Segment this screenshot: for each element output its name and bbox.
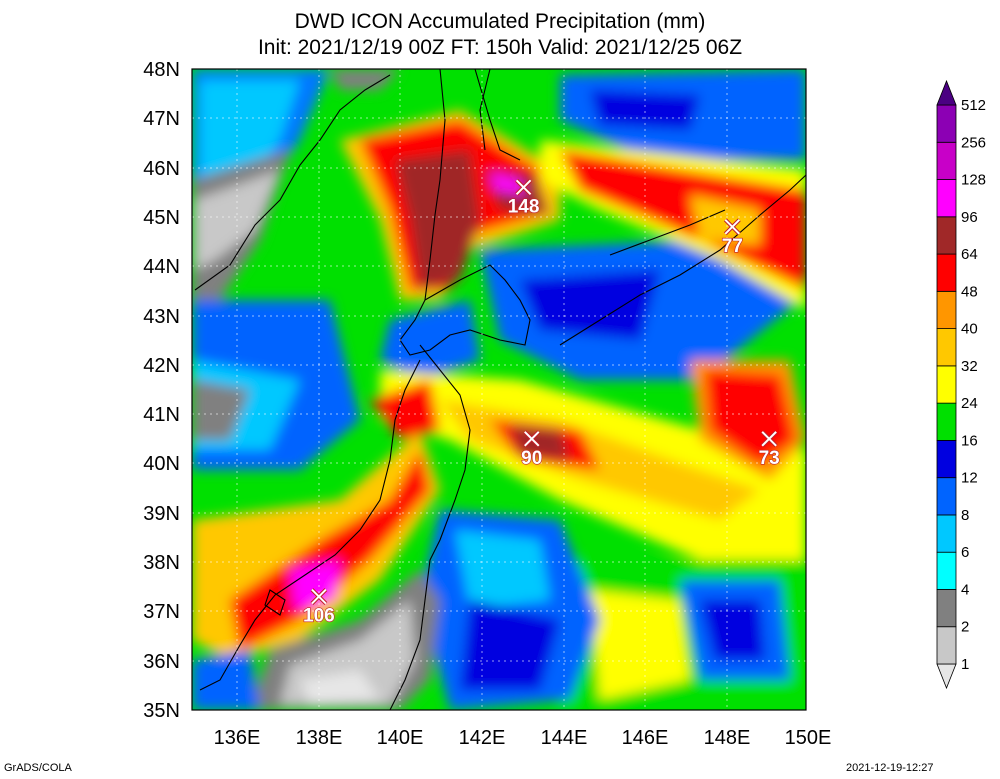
lat-label: 43N: [143, 306, 180, 328]
lon-label: 148E: [704, 727, 751, 749]
cross-icon: [311, 588, 327, 605]
maximum-marker: 77: [721, 218, 743, 257]
lat-label: 42N: [143, 355, 180, 377]
colorbar-swatch: [936, 402, 957, 441]
lon-label: 142E: [459, 727, 506, 749]
lat-axis: 48N 47N 46N 45N 44N 43N 42N 41N 40N 39N …: [143, 59, 180, 722]
colorbar-label: 40: [961, 321, 978, 338]
colorbar-label: 48: [961, 283, 978, 300]
footer-timestamp: 2021-12-19-12:27: [846, 762, 934, 774]
maximum-value: 73: [759, 448, 780, 469]
lat-label: 37N: [143, 601, 180, 623]
lat-label: 46N: [143, 158, 180, 180]
lat-label: 48N: [143, 59, 180, 81]
maximum-marker: 106: [302, 588, 335, 627]
colorbar-swatch: [936, 179, 957, 218]
lat-label: 39N: [143, 503, 180, 525]
lon-label: 150E: [785, 727, 832, 749]
maximum-value: 90: [521, 448, 542, 469]
lat-label: 44N: [143, 256, 180, 278]
colorbar-label: 512: [961, 97, 986, 114]
colorbar-swatch: [936, 328, 957, 367]
plot-frame: [191, 68, 807, 711]
precipitation-field: [192, 69, 806, 710]
colorbar-swatch: [936, 514, 957, 553]
maximum-marker: 73: [758, 430, 780, 469]
colorbar-label: 96: [961, 209, 978, 226]
colorbar-swatch: [936, 141, 957, 180]
colorbar-label: 24: [961, 395, 978, 412]
colorbar-swatch: [936, 104, 957, 143]
colorbar-label: 8: [961, 507, 969, 524]
lat-label: 41N: [143, 404, 180, 426]
colorbar-swatch: [936, 589, 957, 628]
graticule: [192, 69, 806, 710]
lon-axis: 136E 138E 140E 142E 144E 146E 148E 150E: [214, 727, 832, 749]
maximum-marker: 148: [507, 178, 540, 218]
lon-label: 140E: [377, 727, 424, 749]
colorbar-swatch: [936, 290, 957, 330]
colorbar-swatch: [936, 79, 957, 106]
maxima-markers: 148 77 90 73 106: [302, 178, 780, 627]
colorbar-label: 12: [961, 470, 978, 487]
colorbar-label: 2: [961, 619, 969, 636]
colorbar-swatch: [936, 365, 957, 404]
maximum-marker: 90: [521, 430, 543, 469]
colorbar-swatch: [936, 551, 957, 590]
maximum-value: 106: [303, 606, 335, 627]
maximum-value: 77: [722, 236, 743, 257]
lat-label: 35N: [143, 700, 180, 722]
cross-icon: [515, 179, 532, 196]
colorbar-label: 64: [961, 246, 978, 263]
colorbar-swatch: [936, 626, 957, 665]
colorbar-label: 1: [961, 656, 969, 673]
map-subtitle: Init: 2021/12/19 00Z FT: 150h Valid: 202…: [257, 36, 743, 59]
colorbar-label: 256: [961, 134, 986, 151]
lon-label: 144E: [541, 727, 588, 749]
lon-label: 138E: [296, 727, 343, 749]
lon-label: 136E: [214, 727, 261, 749]
colorbar-label: 32: [961, 358, 978, 375]
lat-label: 38N: [143, 552, 180, 574]
colorbar-label: 4: [961, 581, 969, 598]
maximum-value: 148: [508, 196, 540, 217]
colorbar-label: 16: [961, 432, 978, 449]
colorbar-label: 128: [961, 172, 986, 189]
cross-icon: [761, 431, 777, 447]
map-title: DWD ICON Accumulated Precipitation (mm): [294, 10, 706, 33]
cross-icon: [724, 219, 741, 235]
lat-label: 45N: [143, 207, 180, 229]
colorbar-swatch: [936, 477, 957, 516]
colorbar-swatch: [936, 439, 957, 479]
lat-label: 40N: [143, 453, 180, 475]
lat-label: 47N: [143, 108, 180, 130]
lat-label: 36N: [143, 651, 180, 673]
colorbar-swatch: [936, 253, 957, 292]
footer-credit: GrADS/COLA: [4, 762, 72, 774]
colorbar-swatch: [936, 216, 957, 255]
lon-label: 146E: [622, 727, 669, 749]
cross-icon: [524, 431, 540, 447]
colorbar-swatch: [936, 663, 957, 690]
colorbar-label: 6: [961, 544, 969, 561]
